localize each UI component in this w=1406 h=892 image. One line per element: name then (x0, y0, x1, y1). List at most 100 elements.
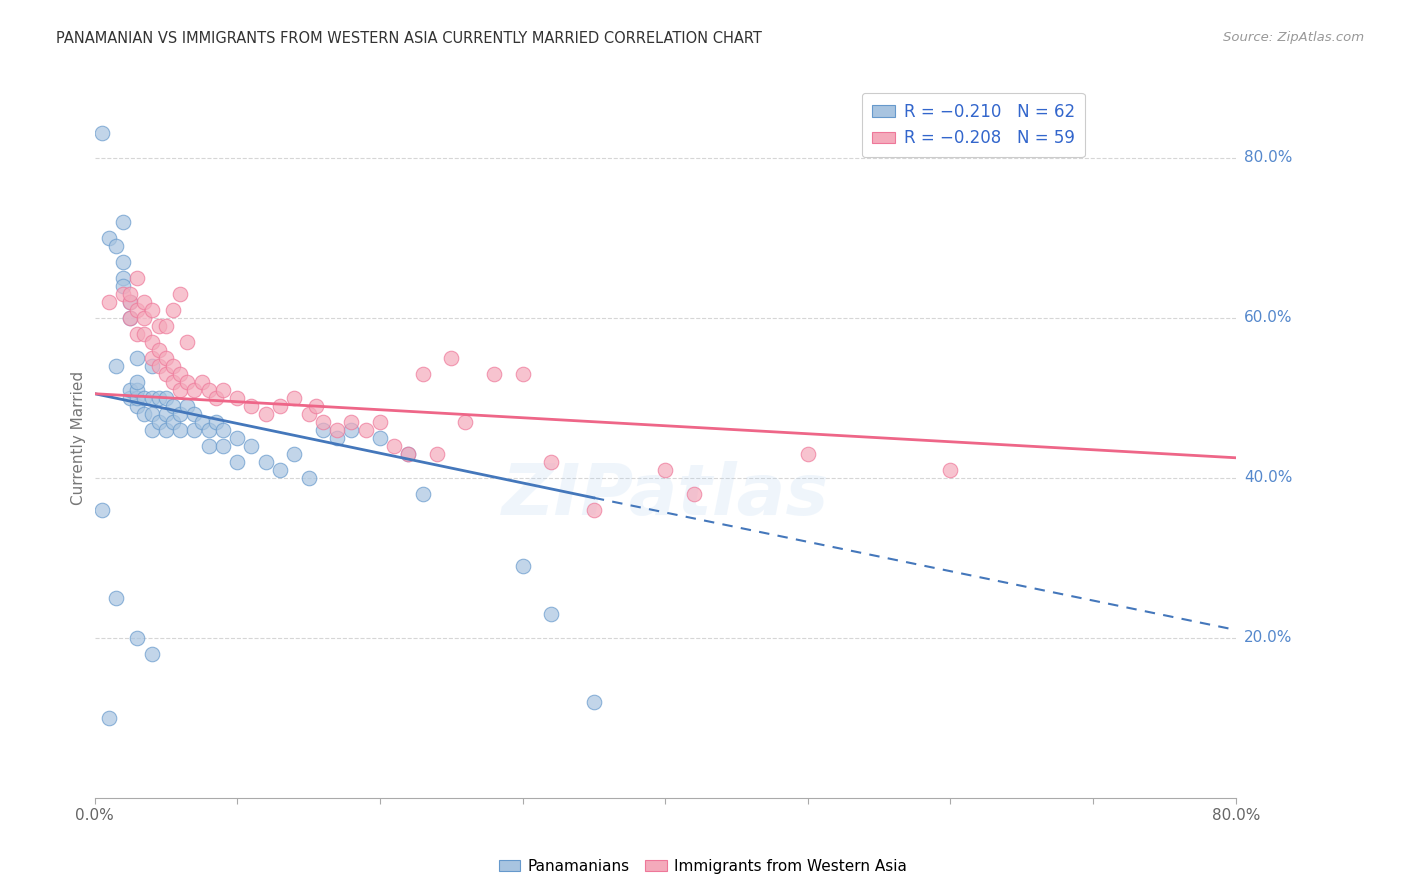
Point (120, 391, 142, 405)
Point (212, 383, 235, 397)
Point (396, 447, 419, 461)
Point (169, 383, 191, 397)
Point (112, 278, 135, 293)
Point (162, 359, 184, 373)
Point (141, 359, 163, 373)
Text: 20.0%: 20.0% (1244, 631, 1292, 646)
Point (312, 423, 335, 437)
Point (240, 399, 263, 413)
Point (104, 591, 127, 605)
Point (454, 415, 477, 429)
Point (127, 375, 149, 389)
Point (120, 310, 142, 325)
Point (482, 367, 505, 381)
Text: Source: ZipAtlas.com: Source: ZipAtlas.com (1223, 31, 1364, 45)
Point (254, 407, 277, 421)
Point (134, 391, 156, 405)
Point (141, 423, 163, 437)
Point (162, 415, 184, 429)
Point (134, 310, 156, 325)
Point (112, 286, 135, 301)
Point (283, 391, 305, 405)
Point (240, 439, 263, 453)
Text: 40.0%: 40.0% (1244, 470, 1292, 485)
Point (512, 367, 534, 381)
Point (120, 286, 142, 301)
Point (797, 447, 820, 461)
Point (183, 423, 205, 437)
Point (169, 286, 191, 301)
Point (197, 439, 219, 453)
Point (183, 383, 205, 397)
Point (104, 238, 127, 252)
Point (141, 647, 163, 661)
Point (283, 447, 305, 461)
Point (654, 463, 676, 477)
Point (112, 254, 135, 268)
Point (127, 302, 149, 317)
Point (176, 399, 198, 413)
Legend: Panamanians, Immigrants from Western Asia: Panamanians, Immigrants from Western Asi… (492, 853, 914, 880)
Point (305, 399, 328, 413)
Point (127, 270, 149, 285)
Text: PANAMANIAN VS IMMIGRANTS FROM WESTERN ASIA CURRENTLY MARRIED CORRELATION CHART: PANAMANIAN VS IMMIGRANTS FROM WESTERN AS… (56, 31, 762, 46)
Point (97, 711, 120, 725)
Point (169, 423, 191, 437)
Text: 80.0%: 80.0% (1244, 150, 1292, 165)
Point (326, 431, 349, 445)
Point (104, 359, 127, 373)
Point (120, 294, 142, 309)
Point (190, 375, 212, 389)
Point (269, 399, 291, 413)
Point (155, 318, 177, 333)
Point (582, 695, 605, 709)
Point (205, 391, 228, 405)
Point (340, 423, 363, 437)
Point (412, 367, 434, 381)
Point (354, 423, 377, 437)
Point (120, 383, 142, 397)
Point (212, 439, 235, 453)
Point (326, 423, 349, 437)
Point (176, 334, 198, 349)
Point (396, 447, 419, 461)
Point (127, 326, 149, 341)
Point (141, 334, 163, 349)
Point (141, 391, 163, 405)
Point (148, 415, 170, 429)
Point (205, 415, 228, 429)
Point (269, 463, 291, 477)
Point (939, 463, 962, 477)
Point (141, 407, 163, 421)
Point (148, 391, 170, 405)
Point (368, 415, 391, 429)
Point (97, 294, 120, 309)
Point (112, 214, 135, 228)
Point (155, 391, 177, 405)
Point (212, 423, 235, 437)
Point (155, 367, 177, 381)
Point (127, 399, 149, 413)
Point (176, 375, 198, 389)
Point (155, 407, 177, 421)
Point (426, 447, 449, 461)
Point (254, 455, 277, 469)
Point (412, 487, 434, 501)
Point (582, 503, 605, 517)
Point (90, 503, 112, 517)
Point (127, 391, 149, 405)
Point (134, 407, 156, 421)
Point (226, 455, 249, 469)
Point (382, 439, 405, 453)
Legend: R = −0.210   N = 62, R = −0.208   N = 59: R = −0.210 N = 62, R = −0.208 N = 59 (862, 93, 1085, 157)
Point (141, 302, 163, 317)
Point (226, 391, 249, 405)
Point (297, 471, 319, 485)
Point (197, 383, 219, 397)
Point (197, 423, 219, 437)
Point (297, 407, 319, 421)
Point (141, 351, 163, 365)
Point (112, 270, 135, 285)
Point (127, 351, 149, 365)
Point (155, 423, 177, 437)
